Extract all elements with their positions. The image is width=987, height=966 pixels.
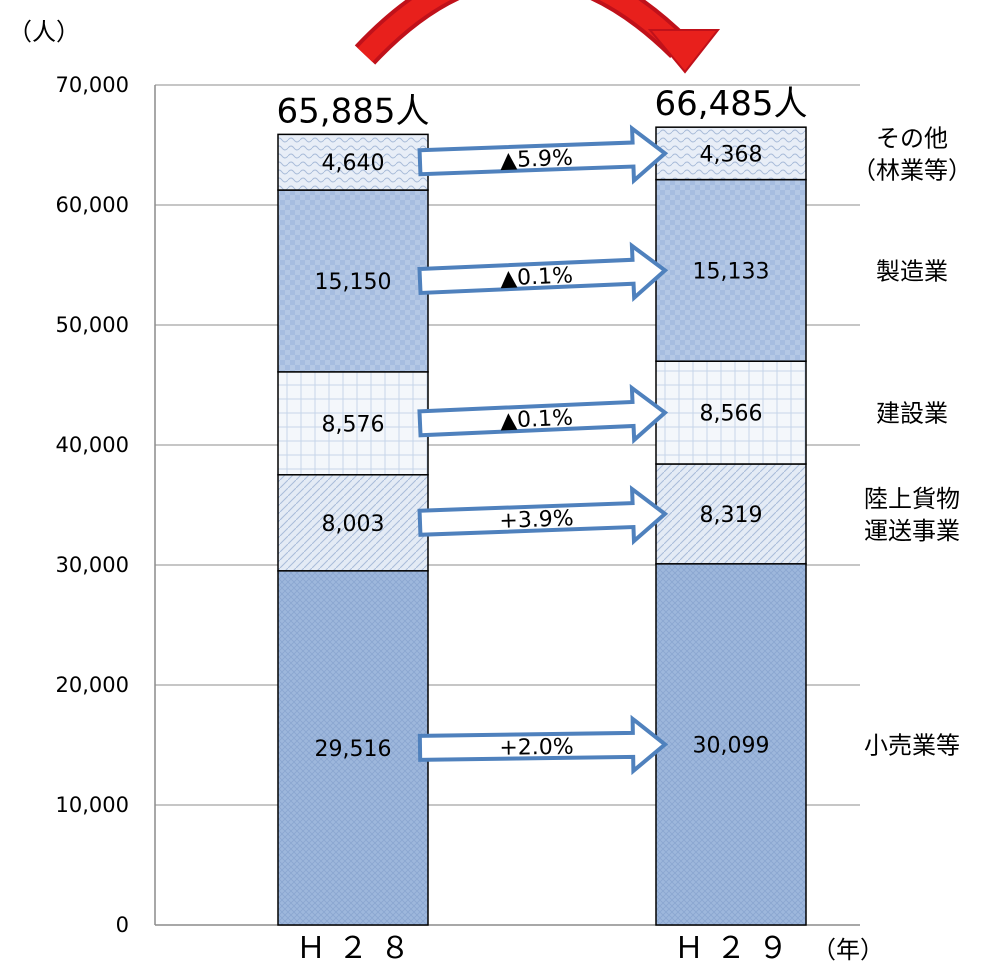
data-label: 8,576 — [322, 412, 385, 437]
change-label: +2.0% — [499, 735, 574, 761]
curved-arrow-shaft-highlight — [357, 0, 688, 62]
bar-segment — [655, 563, 807, 926]
bar-segment — [277, 474, 429, 572]
arrow-shape — [417, 241, 669, 303]
data-label: 29,516 — [315, 737, 392, 762]
arrow-shape — [417, 714, 669, 776]
data-label: 15,133 — [693, 259, 770, 284]
bar-segment — [277, 371, 429, 476]
data-label: 8,319 — [700, 503, 763, 528]
y-tick-label: 30,000 — [56, 553, 129, 577]
data-label: 8,566 — [700, 402, 763, 427]
y-tick-label: 40,000 — [56, 433, 129, 457]
x-tick-label: Ｈ２９ — [674, 931, 800, 966]
arrow-shape — [417, 484, 669, 546]
y-tick-label: 60,000 — [56, 193, 129, 217]
data-label: 8,003 — [322, 512, 385, 537]
y-tick-label: 70,000 — [56, 73, 129, 97]
data-label: 4,368 — [700, 142, 763, 167]
y-tick-label: 50,000 — [56, 313, 129, 337]
series-label: その他（林業等） — [852, 124, 972, 184]
y-tick-label: 20,000 — [56, 673, 129, 697]
series-label: 製造業 — [876, 257, 948, 285]
change-arrow: +2.0% — [417, 714, 669, 776]
change-arrow: ▲0.1% — [417, 383, 669, 445]
series-label: 小売業等 — [864, 731, 960, 759]
x-tick-label: Ｈ２８ — [296, 931, 422, 966]
series-label: 陸上貨物運送事業 — [864, 485, 960, 545]
data-label: 4,640 — [322, 151, 385, 176]
change-arrow: ▲0.1% — [417, 241, 669, 303]
data-label: 15,150 — [315, 270, 392, 295]
total-label: 66,485人 — [655, 84, 808, 124]
data-label: 30,099 — [693, 733, 770, 758]
bar-segment — [655, 126, 807, 181]
curved-arrow-head — [647, 29, 721, 74]
bar-segment — [277, 133, 429, 191]
series-label: 建設業 — [876, 400, 948, 428]
change-arrow: +3.9% — [417, 484, 669, 546]
change-arrow: ▲5.9% — [417, 124, 669, 185]
y-unit-label: （人） — [8, 18, 80, 46]
change-label: ▲0.1% — [500, 406, 574, 434]
change-label: +3.9% — [499, 506, 574, 534]
y-tick-label: 0 — [116, 913, 129, 937]
change-label: ▲0.1% — [500, 263, 574, 291]
bar-segment — [655, 360, 807, 465]
bar-segment — [277, 189, 429, 373]
x-unit-label: （年） — [812, 936, 884, 964]
change-label: ▲5.9% — [500, 146, 574, 174]
arrow-shape — [417, 383, 669, 445]
y-tick-label: 10,000 — [56, 793, 129, 817]
arrow-shape — [417, 124, 669, 185]
total-label: 65,885人 — [277, 91, 430, 131]
